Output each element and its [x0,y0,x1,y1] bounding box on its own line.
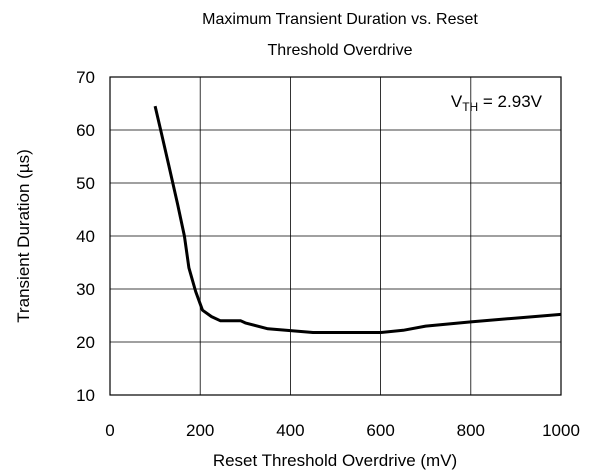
vth-annotation-value: = 2.93V [478,92,542,111]
vth-annotation-main: V [451,92,463,111]
y-tick-label: 50 [76,174,95,193]
y-tick-label: 20 [76,333,95,352]
y-tick-label: 30 [76,280,95,299]
x-tick-label: 200 [186,421,214,440]
y-tick-label: 10 [76,386,95,405]
x-tick-label: 0 [105,421,114,440]
chart-title-line-1: Maximum Transient Duration vs. Reset [202,11,478,28]
grid-lines [110,77,561,395]
vth-annotation-subscript: TH [462,100,478,114]
x-axis-label: Reset Threshold Overdrive (mV) [213,451,457,470]
chart-title: Maximum Transient Duration vs. Reset Thr… [202,11,478,59]
x-tick-labels: 0 200 400 600 800 1000 [105,421,580,440]
x-tick-label: 1000 [542,421,580,440]
series-lines [153,105,562,334]
y-axis-label: Transient Duration (µs) [14,149,33,323]
chart-title-line-2: Threshold Overdrive [268,42,413,59]
plot-frame [109,76,562,396]
x-tick-label: 800 [457,421,485,440]
series-line [153,105,562,334]
y-tick-label: 40 [76,227,95,246]
vth-annotation: VTH = 2.93V [451,92,543,114]
y-tick-label: 70 [76,68,95,87]
x-tick-label: 400 [276,421,304,440]
x-tick-label: 600 [366,421,394,440]
y-tick-labels: 10 20 30 40 50 60 70 [76,68,95,405]
y-tick-label: 60 [76,121,95,140]
